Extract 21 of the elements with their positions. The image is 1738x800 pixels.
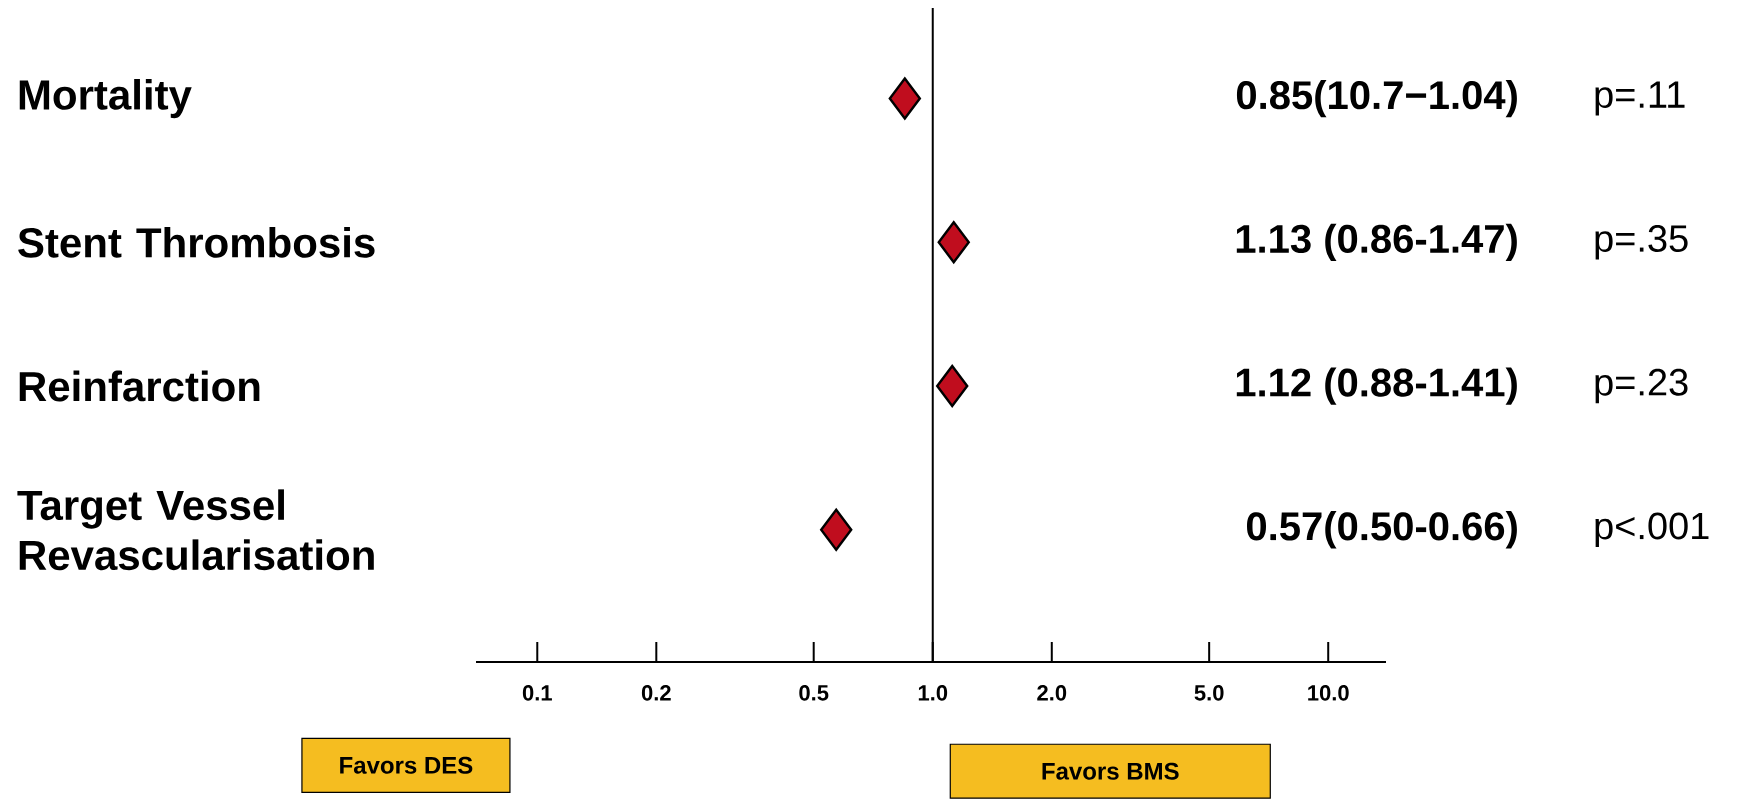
annotation: 0.85(10.7−1.04) [1236,79,1517,118]
x-tick-label: 1.0 [918,685,948,701]
annotation: 0.57(0.50-0.66) [1246,511,1517,549]
text: p=.23 [1595,368,1688,404]
y-tick-label: Target Vessel Revascularisation [17,489,374,571]
text: p=.35 [1595,225,1688,260]
y-tick-label: Mortality [19,78,192,119]
text: Favors DES [340,756,473,774]
y-tick-label: Reinfarction [19,370,260,402]
x-tick-label: 0.5 [799,685,829,701]
x-tick-label: 0.1 [522,685,552,701]
x-tick-label: 5.0 [1194,685,1224,701]
annotation: 1.12 (0.88-1.41) [1236,367,1517,405]
text: p=.11 [1595,81,1685,116]
x-tick-label: 0.2 [641,685,671,701]
y-tick-label: Stent Thrombosis [18,226,375,258]
x-tick-label: 10.0 [1308,685,1349,701]
annotation: 1.13 (0.86-1.47) [1236,223,1517,261]
text: p<.001 [1595,512,1709,547]
x-tick-label: 2.0 [1037,685,1067,701]
text: Favors BMS [1042,762,1179,780]
